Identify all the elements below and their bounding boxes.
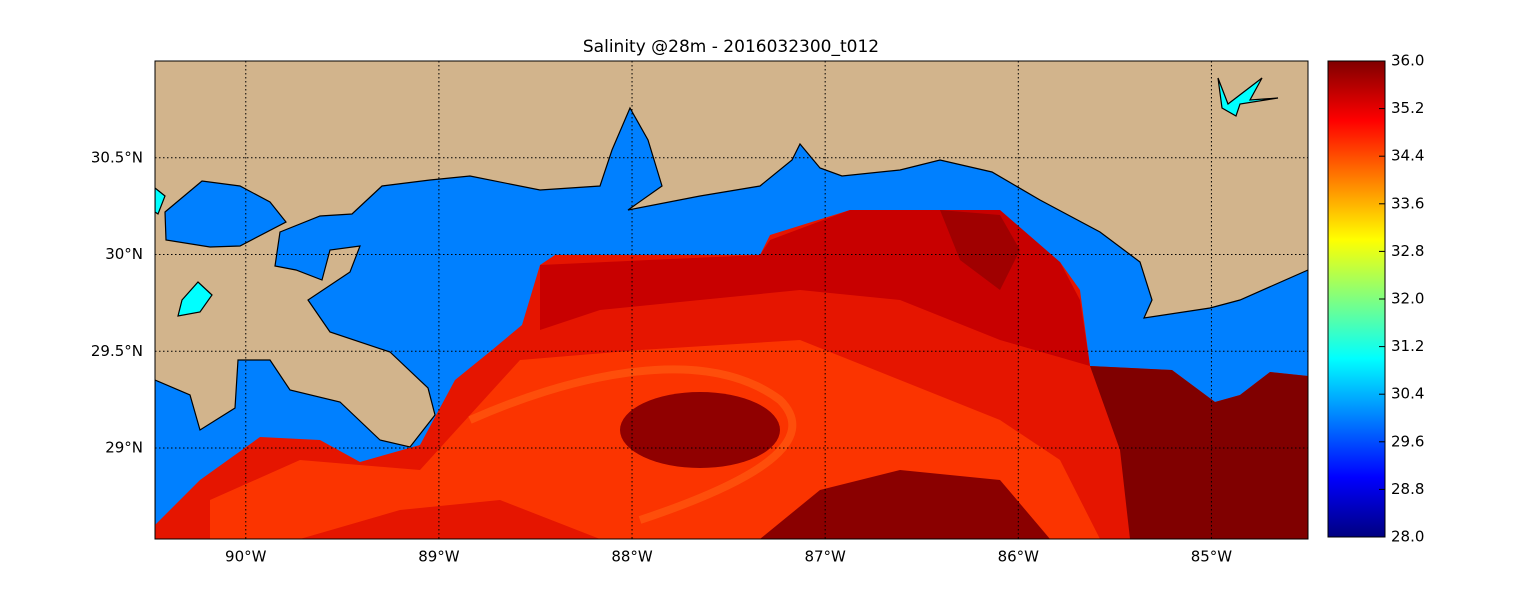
colorbar [1327,60,1386,538]
x-tick-label: 89°W [418,548,460,566]
x-tick-label: 85°W [1191,548,1233,566]
salinity-field [620,392,780,468]
colorbar-tick-label: 36.0 [1391,52,1424,70]
colorbar-tick-label: 35.2 [1391,99,1424,117]
colorbar-tick-label: 29.6 [1391,432,1424,450]
lake [177,281,213,317]
x-tick-label: 86°W [998,548,1040,566]
colorbar-tick-label: 32.8 [1391,242,1424,260]
colorbar-tick-label: 31.2 [1391,337,1424,355]
map-frame [154,60,1309,540]
salinity-field [540,210,1090,366]
y-tick-label: 29.5°N [91,342,143,360]
colorbar-tick-label: 28.8 [1391,480,1424,498]
x-tick-label: 90°W [225,548,267,566]
colorbar-tick-label: 32.0 [1391,290,1424,308]
map-title: Salinity @28m - 2016032300_t012 [583,37,879,57]
x-tick-label: 88°W [611,548,653,566]
colorbar-tick-label: 30.4 [1391,385,1424,403]
salinity-field [1090,366,1308,539]
salinity-field [940,210,1020,290]
y-tick-label: 29°N [105,439,143,457]
lake [1217,77,1279,117]
x-tick-label: 87°W [804,548,846,566]
lake [155,187,166,215]
salinity-field [760,470,1050,539]
lake [164,180,287,248]
colorbar-tick-label: 33.6 [1391,194,1424,212]
y-tick-label: 30°N [105,245,143,263]
salinity-field [468,365,797,524]
colorbar-tick-label: 34.4 [1391,147,1424,165]
map-area [155,61,1308,539]
colorbar-tick-label: 28.0 [1391,528,1424,546]
y-tick-label: 30.5°N [91,148,143,166]
